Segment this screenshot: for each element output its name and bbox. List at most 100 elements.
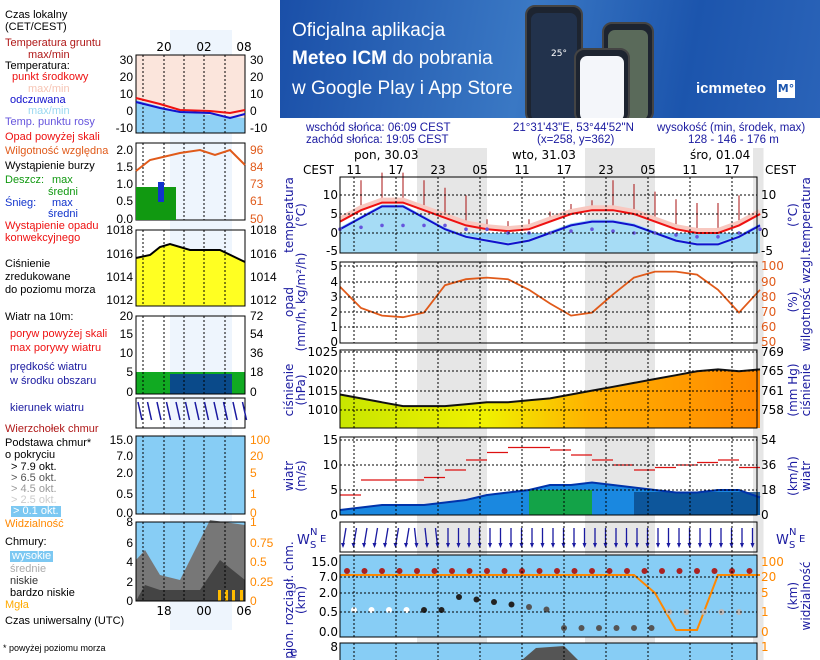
humidity-axis-title: wilgotność wzgl. xyxy=(799,253,813,352)
wind-arrowhead-icon xyxy=(582,543,587,548)
wind-segment xyxy=(634,492,760,515)
mini-axis-tick: 7.0 xyxy=(116,449,133,463)
wind-arrowhead-icon xyxy=(446,543,450,548)
hour-tick: 05 xyxy=(640,163,655,177)
local-time-tick: 02 xyxy=(196,40,211,54)
y-axis-tick: 7.0 xyxy=(319,570,338,584)
legend-okt01: > 0.1 okt. xyxy=(11,505,61,517)
wind-arrowhead-icon xyxy=(477,543,482,548)
y-axis-tick-right: 0 xyxy=(761,226,769,240)
wind-arrowhead-icon xyxy=(467,543,471,548)
mini-axis-tick: 6 xyxy=(126,536,133,550)
mini-low-clouds xyxy=(136,560,245,601)
precip-panel-frame xyxy=(339,261,758,344)
compass-icon: E xyxy=(320,534,326,545)
legend-wind-dir: kierunek wiatru xyxy=(10,402,84,414)
y-axis-tick-right: 90 xyxy=(761,275,776,289)
cloud-base-dot xyxy=(526,604,532,610)
cloud-base-dot xyxy=(473,596,480,603)
y-axis-tick-right: 100 xyxy=(761,555,784,569)
mini-axis-tick: 20 xyxy=(250,70,264,84)
cloud-top-dot xyxy=(676,568,683,574)
mini-axis-tick: 73 xyxy=(250,177,264,191)
compass-icon: N xyxy=(310,527,317,538)
legend-fog: Mgła xyxy=(5,599,29,611)
cloud-base-dot xyxy=(491,599,497,605)
mini-axis-tick: 50 xyxy=(250,212,264,226)
y-axis-tick-right: 60 xyxy=(761,320,776,334)
app-promo-banner[interactable]: Oficjalna aplikacja Meteo ICM do pobrani… xyxy=(280,0,820,118)
legend-utc: Czas uniwersalny (UTC) xyxy=(5,615,125,627)
wind-arrowhead-icon xyxy=(351,543,356,548)
mini-axis-tick: 30 xyxy=(250,53,264,67)
wind-arrowhead-icon xyxy=(456,543,461,548)
timezone-label: CEST xyxy=(765,163,797,177)
wind-arrowhead-icon xyxy=(603,543,608,548)
wind-arrowhead-icon xyxy=(687,543,692,548)
cloud-top-dot xyxy=(431,568,438,574)
y-axis-tick-right: 1 xyxy=(761,605,769,619)
wind-arrowhead-icon xyxy=(519,543,524,548)
legend-okt79: > 7.9 okt. xyxy=(11,461,57,473)
mini-axis-tick: 2 xyxy=(126,575,133,589)
mini-humidity-line xyxy=(135,148,246,172)
wind-arrow-icon xyxy=(213,401,219,421)
dew-point-dot xyxy=(716,235,720,239)
mini-axis-tick: 1016 xyxy=(106,247,133,261)
mini-axis-tick: 0.5 xyxy=(250,555,267,569)
legend-visibility: Widzialność xyxy=(5,518,64,530)
y-axis-tick: 1025 xyxy=(307,345,338,359)
mini-pressure-line xyxy=(135,242,246,263)
y-axis-tick: 8 xyxy=(330,640,338,654)
elevation-label: wysokość (min, środek, max) xyxy=(657,122,806,134)
cloud-top-dot xyxy=(571,568,578,574)
mini-axis-tick: 61 xyxy=(250,194,264,208)
dew-point-dot xyxy=(653,231,657,235)
elevation-value: 128 - 146 - 176 m xyxy=(688,134,779,146)
wind-arrowhead-icon xyxy=(341,543,345,548)
cloud-top-dot xyxy=(641,568,648,574)
cloud-base-dot xyxy=(578,625,585,631)
wind-panel-frame xyxy=(339,436,758,516)
visibility-line xyxy=(340,574,760,631)
wind-arrowhead-icon xyxy=(561,543,566,548)
y-axis-tick: 3 xyxy=(330,290,338,304)
compass-icon: N xyxy=(789,527,796,538)
y-axis-tick-right: 54 xyxy=(761,433,776,447)
legend-very-low: bardzo niskie xyxy=(10,587,75,599)
y-axis-tick: 0.5 xyxy=(319,605,338,619)
legend-rain-max: max xyxy=(52,174,73,186)
hour-tick: 17 xyxy=(388,163,403,177)
mini-axis-tick: 1018 xyxy=(250,223,277,237)
wind-arrow-icon xyxy=(184,401,191,421)
wind-arrowhead-icon xyxy=(435,543,440,548)
hour-tick: 11 xyxy=(514,163,529,177)
grid-position: (x=258, y=362) xyxy=(537,134,615,146)
wind-arrowhead-icon xyxy=(372,543,377,548)
legend-dew: Temp. punktu rosy xyxy=(5,116,95,128)
wind-axis-title-right: wiatr xyxy=(799,461,813,491)
mini-chart-frame xyxy=(135,229,246,307)
mini-axis-tick: 1014 xyxy=(250,270,277,284)
sunset: zachód słońca: 19:05 CEST xyxy=(306,134,449,146)
legend-feels-mm: max/min xyxy=(28,105,70,117)
mini-axis-tick: 0.5 xyxy=(116,487,133,501)
cloud-base-dot xyxy=(508,601,515,608)
y-axis-tick: 10 xyxy=(323,458,338,472)
timezone-label: CEST xyxy=(303,163,335,177)
next-axis-title: e xyxy=(290,645,297,659)
y-axis-tick-right: 761 xyxy=(761,384,784,398)
humidity-axis-unit: (%) xyxy=(786,292,800,313)
feels-range xyxy=(340,204,760,253)
mini-axis-tick: 2.0 xyxy=(116,143,133,157)
cloud-top-dot xyxy=(484,568,490,574)
mini-axis-tick: 1018 xyxy=(106,223,133,237)
compass-icon: W xyxy=(776,533,789,548)
mini-axis-tick: 1016 xyxy=(250,247,277,261)
y-axis-tick-right: 50 xyxy=(761,335,776,349)
legend-feels: odczuwana xyxy=(10,94,66,106)
legend-local-time: Czas lokalny xyxy=(5,9,68,21)
mini-axis-tick: 96 xyxy=(250,143,264,157)
y-axis-tick-right: 5 xyxy=(761,586,769,600)
